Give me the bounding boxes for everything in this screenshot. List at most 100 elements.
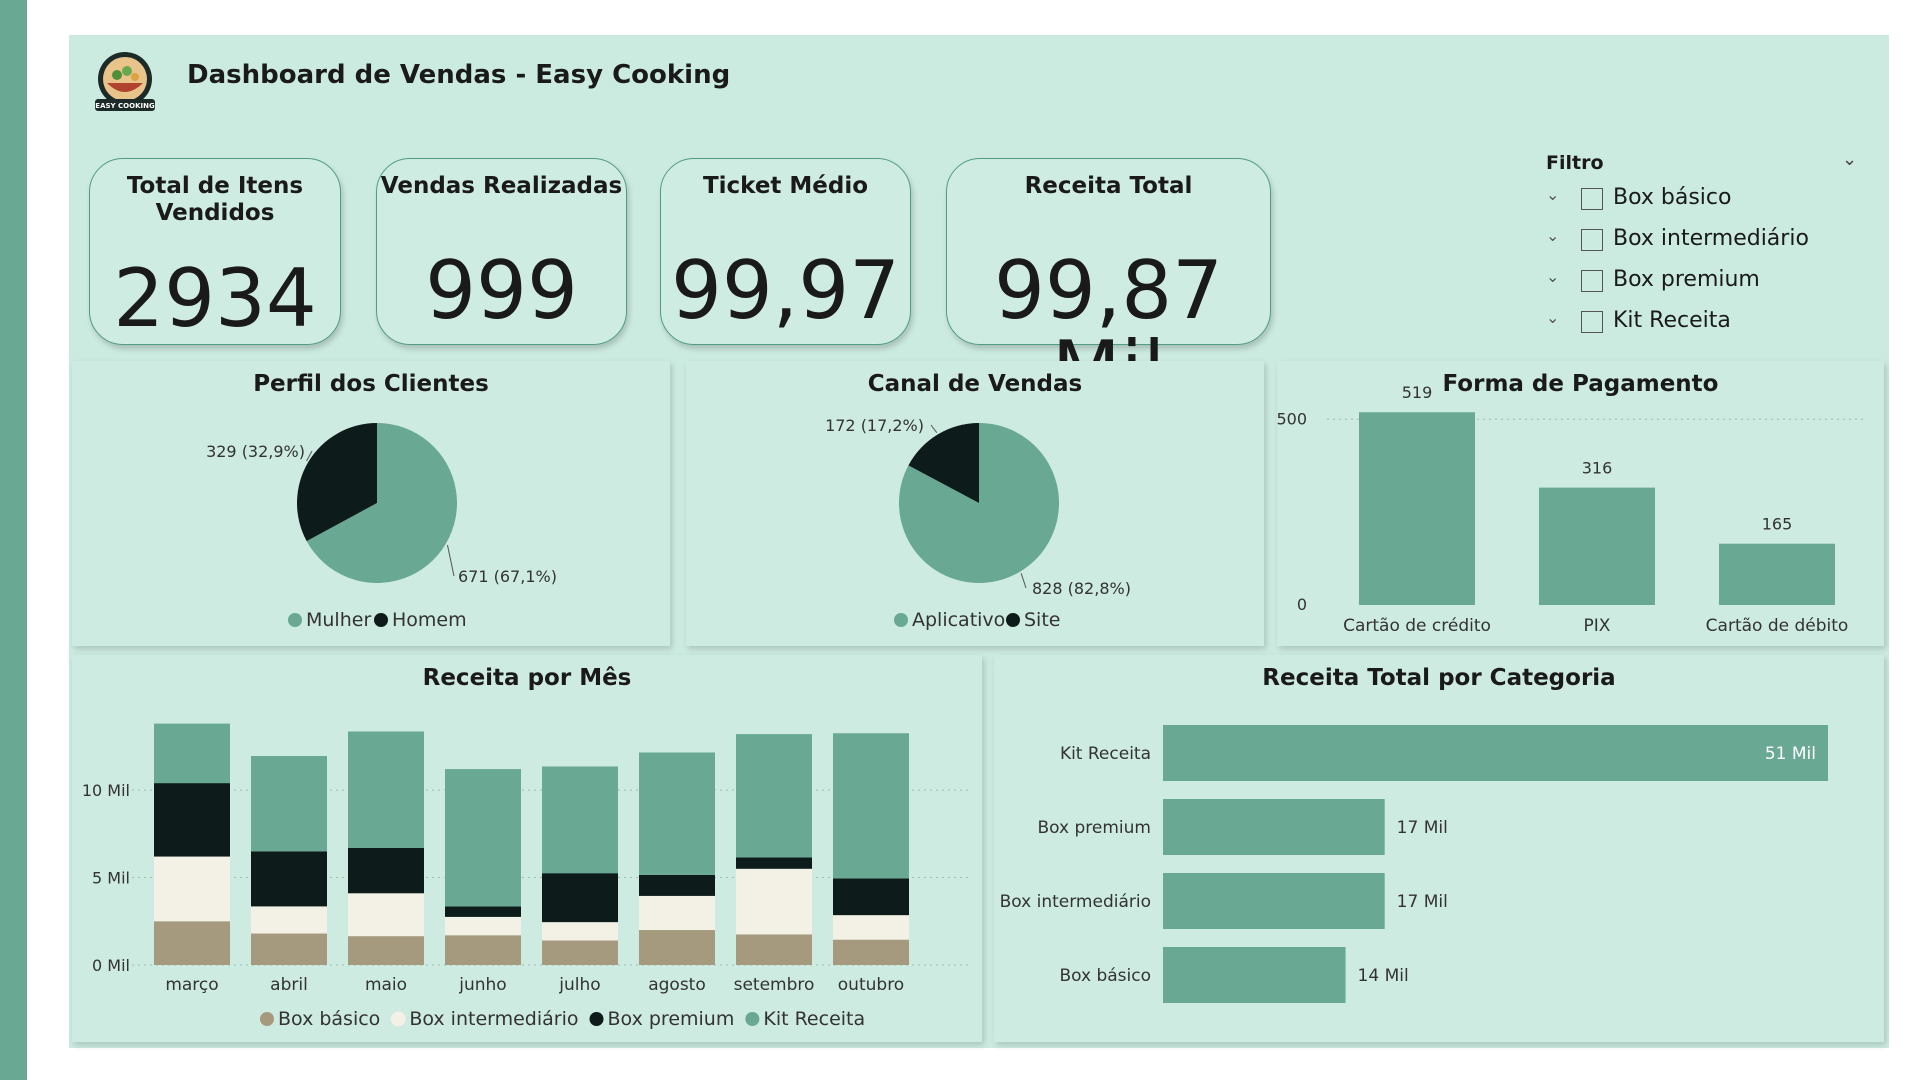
bar-segment-marco-box-premium[interactable] [154,783,230,857]
chevron-down-icon[interactable]: ⌄ [1546,185,1560,204]
chart-title: Forma de Pagamento [1442,371,1719,397]
panel-perfil-clientes: Perfil dos Clientes 671 (67,1%) 329 (32,… [72,361,670,646]
leader-line [306,450,313,462]
panel-forma-pagamento: Forma de Pagamento 0 500 519 Cartão de créd… [1277,361,1884,646]
slice-label-aplicativo: 828 (82,8%) [1032,579,1131,598]
legend-swatch-box-intermediario [390,1011,406,1027]
left-accent-bar [0,0,27,1080]
chevron-down-icon[interactable]: ⌄ [1546,267,1560,286]
bar-segment-julho-box-intermediario[interactable] [542,922,618,941]
bar-segment-maio-box-basico[interactable] [348,936,424,965]
leader-line [1020,573,1027,589]
legend-swatch-box-basico [260,1012,274,1026]
bar-segment-junho-box-intermediario[interactable] [445,916,521,936]
bar-segment-marco-box-basico[interactable] [154,921,230,965]
kpi-receita-total: Receita Total 99,87 Mil [946,158,1271,411]
checkbox[interactable] [1581,270,1603,292]
bar-chart-forma-pagamento: 0 500 519 Cartão de crédito 316 PIX 165 Cartão … [1277,383,1867,636]
filter-option-label: Box premium [1613,267,1760,292]
bar-cartao-de-credito[interactable] [1359,412,1475,605]
kpi-value: 99,97 [670,244,901,337]
legend-label-kit-receita: Kit Receita [763,1008,865,1030]
bar-segment-junho-kit-receita[interactable] [445,769,521,907]
filter-option-box-intermediario[interactable]: ⌄ Box intermediário [1546,226,1846,256]
x-tick-label: maio [365,975,407,995]
filter-option-label: Box intermediário [1613,226,1809,251]
legend-label-box-intermediario: Box intermediário [409,1008,578,1030]
bar-segment-outubro-kit-receita[interactable] [833,733,909,879]
bar-segment-abril-box-basico[interactable] [251,933,327,965]
bar-segment-julho-kit-receita[interactable] [542,766,618,874]
kpi-value: 999 [425,244,578,337]
bar-segment-maio-box-intermediario[interactable] [348,893,424,937]
y-tick-label: 0 Mil [92,956,130,975]
bar-segment-marco-kit-receita[interactable] [154,723,230,784]
legend-label-aplicativo: Aplicativo [912,609,1005,631]
bar-segment-agosto-box-premium[interactable] [639,874,715,896]
bar-segment-julho-box-basico[interactable] [542,940,618,965]
chevron-down-icon[interactable]: ⌄ [1546,226,1560,245]
legend-label-site: Site [1024,609,1060,631]
data-label: 165 [1762,515,1793,534]
data-label: 14 Mil [1358,966,1409,986]
legend-swatch-box-premium [589,1012,604,1026]
chart-title: Perfil dos Clientes [253,371,489,397]
pie-slice-mulher[interactable] [306,423,458,583]
pie-slice-site[interactable] [908,423,979,503]
y-tick-label: Box básico [1059,966,1151,986]
x-tick-label: julho [558,975,600,995]
x-tick-label: Cartão de crédito [1343,616,1491,636]
bar-segment-abril-kit-receita[interactable] [251,755,327,852]
checkbox[interactable] [1581,311,1603,333]
bar-segment-setembro-box-premium[interactable] [736,857,812,869]
kpi-label: Vendas Realizadas [380,173,623,199]
filter-option-box-premium[interactable]: ⌄ Box premium [1546,267,1846,297]
bar-segment-junho-box-premium[interactable] [445,906,521,917]
bar-segment-setembro-box-intermediario[interactable] [736,868,812,935]
bar-segment-abril-box-intermediario[interactable] [251,906,327,934]
checkbox[interactable] [1581,229,1603,251]
x-tick-label: agosto [648,975,706,995]
legend-swatch-aplicativo [894,613,908,627]
chart-title: Receita por Mês [422,665,632,691]
bar-segment-outubro-box-intermediario[interactable] [833,915,909,940]
bar-segment-agosto-kit-receita[interactable] [639,752,715,875]
kpi-label: Receita Total [1024,173,1193,199]
bar-segment-outubro-box-basico[interactable] [833,939,909,965]
panel-canal-vendas: Canal de Vendas 828 (82,8%) 172 (17,2%) … [686,361,1264,646]
stacked-bar-chart-receita-mes: 0 Mil 5 Mil 10 Mil março abril maio junho julho… [82,723,972,1030]
slice-label-homem: 329 (32,9%) [206,442,305,461]
bar-box-basico[interactable] [1163,947,1346,1003]
bar-segment-outubro-box-premium[interactable] [833,878,909,916]
x-tick-label: PIX [1584,616,1611,636]
checkbox[interactable] [1581,188,1603,210]
bar-segment-junho-box-basico[interactable] [445,935,521,965]
bar-segment-abril-box-premium[interactable] [251,851,327,907]
chevron-down-icon[interactable]: ⌄ [1546,308,1560,327]
filter-option-kit-receita[interactable]: ⌄ Kit Receita [1546,308,1846,338]
bar-kit-receita[interactable] [1163,725,1828,781]
bar-segment-setembro-box-basico[interactable] [736,934,812,965]
bar-segment-maio-kit-receita[interactable] [348,731,424,848]
bar-segment-agosto-box-basico[interactable] [639,930,715,965]
bar-segment-julho-box-premium[interactable] [542,873,618,923]
bar-pix[interactable] [1539,487,1655,605]
bar-box-intermediario[interactable] [1163,873,1385,929]
filter-collapse-chevron-icon[interactable]: ⌄ [1842,149,1858,170]
filter-title: Filtro [1546,152,1604,174]
pie-slice-homem[interactable] [297,423,377,542]
bar-segment-marco-box-intermediario[interactable] [154,856,230,922]
kpi-label: Ticket Médio [702,173,869,199]
bar-box-premium[interactable] [1163,799,1385,855]
bar-segment-setembro-kit-receita[interactable] [736,734,812,858]
bar-segment-agosto-box-intermediario[interactable] [639,895,715,931]
filter-option-box-basico[interactable]: ⌄ Box básico [1546,185,1846,215]
dashboard-title: Dashboard de Vendas - Easy Cooking [187,60,731,90]
bar-segment-maio-box-premium[interactable] [348,847,424,894]
pie-chart-perfil-clientes: 671 (67,1%) 329 (32,9%) Mulher Homem [206,423,557,631]
filter-option-label: Box básico [1613,185,1732,210]
x-tick-label: setembro [734,975,815,995]
filter-option-label: Kit Receita [1613,308,1731,333]
kpi-value: 2934 [113,252,317,345]
bar-cartao-de-debito[interactable] [1719,543,1835,605]
